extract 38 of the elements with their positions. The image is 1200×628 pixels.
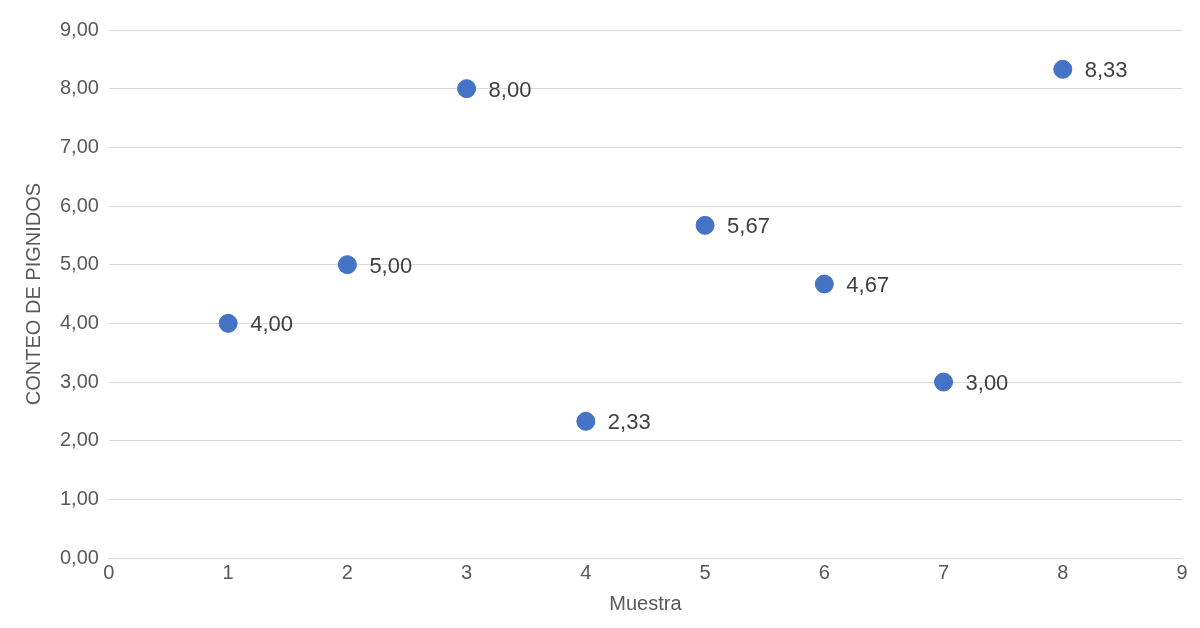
data-label: 5,00 bbox=[369, 252, 413, 278]
x-tick-label: 1 bbox=[222, 560, 234, 583]
data-label: 2,33 bbox=[607, 409, 651, 435]
point bbox=[934, 372, 954, 392]
point bbox=[695, 215, 715, 235]
y-tick-label: 1,00 bbox=[59, 486, 99, 509]
point bbox=[457, 79, 477, 99]
point bbox=[218, 313, 238, 333]
data-label: 3,00 bbox=[965, 370, 1009, 396]
data-label: 5,67 bbox=[727, 213, 770, 239]
data-label: 4,00 bbox=[250, 311, 293, 337]
y-axis-title: CONTEO DE PIGNIDOS bbox=[21, 182, 44, 406]
x-tick-label: 5 bbox=[699, 560, 711, 583]
point bbox=[1053, 59, 1073, 79]
data-label: 4,67 bbox=[846, 272, 890, 298]
x-tick-label: 2 bbox=[341, 560, 353, 583]
y-tick-label: 7,00 bbox=[59, 134, 99, 157]
y-tick-label: 2,00 bbox=[59, 428, 99, 451]
point bbox=[337, 255, 357, 275]
y-tick-label: 5,00 bbox=[59, 252, 99, 275]
y-tick-label: 8,00 bbox=[59, 76, 99, 99]
x-tick-label: 6 bbox=[818, 560, 830, 583]
x-tick-label: 3 bbox=[461, 560, 473, 583]
x-tick-label: 4 bbox=[580, 560, 592, 583]
y-tick-label: 4,00 bbox=[59, 310, 99, 333]
y-tick-label: 9,00 bbox=[59, 17, 99, 40]
x-tick-label: 8 bbox=[1057, 560, 1069, 583]
x-tick-label: 0 bbox=[103, 560, 115, 583]
x-tick-label: 9 bbox=[1176, 560, 1188, 583]
y-tick-label: 0,00 bbox=[59, 545, 99, 568]
point bbox=[814, 274, 834, 294]
y-tick-label: 3,00 bbox=[59, 369, 99, 392]
point bbox=[576, 411, 596, 431]
data-label: 8,00 bbox=[488, 76, 532, 102]
y-tick-label: 6,00 bbox=[59, 193, 99, 216]
x-axis-title: Muestra bbox=[609, 591, 683, 614]
data-label: 8,33 bbox=[1084, 57, 1128, 83]
x-tick-label: 7 bbox=[937, 560, 950, 583]
